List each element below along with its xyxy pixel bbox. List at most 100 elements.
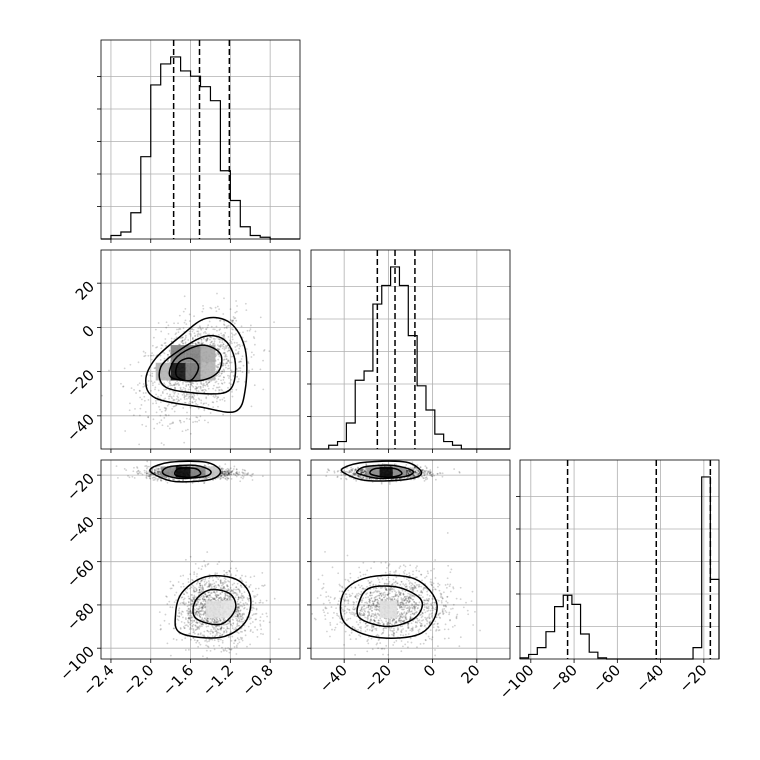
- scatter-point: [228, 469, 231, 472]
- scatter-point: [254, 613, 257, 615]
- scatter-point: [211, 631, 214, 634]
- scatter-point: [211, 340, 213, 343]
- scatter-point: [205, 339, 208, 342]
- scatter-point: [189, 333, 192, 336]
- scatter-point: [221, 344, 224, 347]
- scatter-point: [206, 635, 209, 638]
- scatter-point: [199, 592, 202, 594]
- scatter-point: [177, 383, 180, 386]
- scatter-point: [198, 419, 201, 422]
- scatter-point: [189, 612, 192, 615]
- scatter-point: [219, 399, 222, 401]
- scatter-point: [209, 621, 212, 624]
- scatter-point: [214, 306, 217, 309]
- scatter-point: [203, 580, 206, 583]
- scatter-point: [228, 349, 230, 352]
- scatter-point: [155, 411, 158, 414]
- scatter-point: [214, 621, 217, 624]
- scatter-point: [228, 470, 231, 473]
- scatter-point: [223, 580, 226, 583]
- scatter-point: [206, 338, 209, 340]
- scatter-point: [185, 417, 188, 420]
- scatter-point: [240, 615, 243, 618]
- scatter-point: [231, 336, 234, 338]
- scatter-point: [237, 596, 240, 598]
- scatter-point: [212, 621, 215, 623]
- scatter-point: [237, 617, 240, 620]
- scatter-point: [187, 339, 190, 341]
- scatter-point: [241, 471, 244, 474]
- scatter-point: [219, 580, 222, 583]
- scatter-point: [220, 638, 222, 641]
- scatter-point: [223, 470, 226, 473]
- scatter-point: [151, 372, 154, 375]
- scatter-point: [202, 337, 205, 340]
- density-cell: [200, 362, 216, 381]
- scatter-point: [227, 386, 229, 389]
- scatter-point: [234, 638, 237, 641]
- scatter-point: [225, 474, 228, 476]
- scatter-point: [222, 618, 225, 621]
- scatter-point: [221, 646, 223, 649]
- scatter-point: [219, 619, 222, 622]
- scatter-point: [158, 467, 160, 470]
- scatter-point: [458, 470, 461, 473]
- scatter-point: [216, 292, 218, 295]
- scatter-point: [246, 472, 248, 475]
- scatter-point: [336, 475, 339, 478]
- scatter-point: [172, 627, 175, 630]
- scatter-point: [224, 475, 227, 478]
- scatter-point: [235, 468, 238, 471]
- scatter-point: [227, 359, 230, 362]
- scatter-point: [196, 330, 199, 333]
- scatter-point: [193, 611, 196, 614]
- scatter-point: [237, 615, 240, 617]
- scatter-point: [239, 596, 242, 599]
- scatter-point: [160, 479, 162, 482]
- scatter-point: [227, 477, 230, 480]
- scatter-point: [131, 475, 134, 478]
- scatter-point: [232, 328, 234, 331]
- scatter-point: [213, 591, 216, 594]
- scatter-point: [170, 384, 173, 387]
- scatter-point: [228, 360, 230, 363]
- scatter-point: [215, 596, 218, 599]
- scatter-point: [129, 402, 131, 405]
- scatter-point: [195, 604, 198, 607]
- scatter-point: [194, 342, 197, 345]
- scatter-point: [223, 623, 226, 626]
- scatter-point: [161, 390, 164, 393]
- scatter-point: [193, 619, 196, 622]
- scatter-point: [224, 344, 227, 347]
- scatter-point: [187, 614, 189, 616]
- scatter-point: [228, 569, 231, 572]
- scatter-point: [207, 617, 210, 620]
- scatter-point: [228, 472, 230, 474]
- scatter-point: [253, 343, 256, 346]
- scatter-point: [174, 387, 177, 390]
- scatter-point: [221, 389, 224, 392]
- scatter-point: [218, 596, 221, 599]
- scatter-point: [222, 631, 225, 634]
- scatter-point: [221, 582, 224, 585]
- scatter-point: [361, 470, 364, 472]
- scatter-point: [225, 362, 228, 364]
- scatter-point: [202, 307, 205, 310]
- scatter-point: [247, 472, 250, 474]
- scatter-point: [160, 442, 163, 444]
- scatter-point: [145, 470, 148, 473]
- scatter-point: [197, 626, 200, 629]
- scatter-point: [235, 353, 238, 355]
- scatter-point: [181, 339, 184, 342]
- scatter-point: [216, 329, 218, 332]
- scatter-point: [210, 592, 213, 594]
- scatter-point: [176, 618, 179, 621]
- scatter-point: [122, 385, 124, 388]
- scatter-point: [233, 591, 236, 594]
- scatter-point: [173, 383, 175, 386]
- scatter-point: [192, 637, 195, 639]
- scatter-point: [144, 354, 147, 357]
- scatter-point: [155, 469, 158, 472]
- scatter-point: [191, 584, 194, 586]
- scatter-point: [175, 599, 178, 602]
